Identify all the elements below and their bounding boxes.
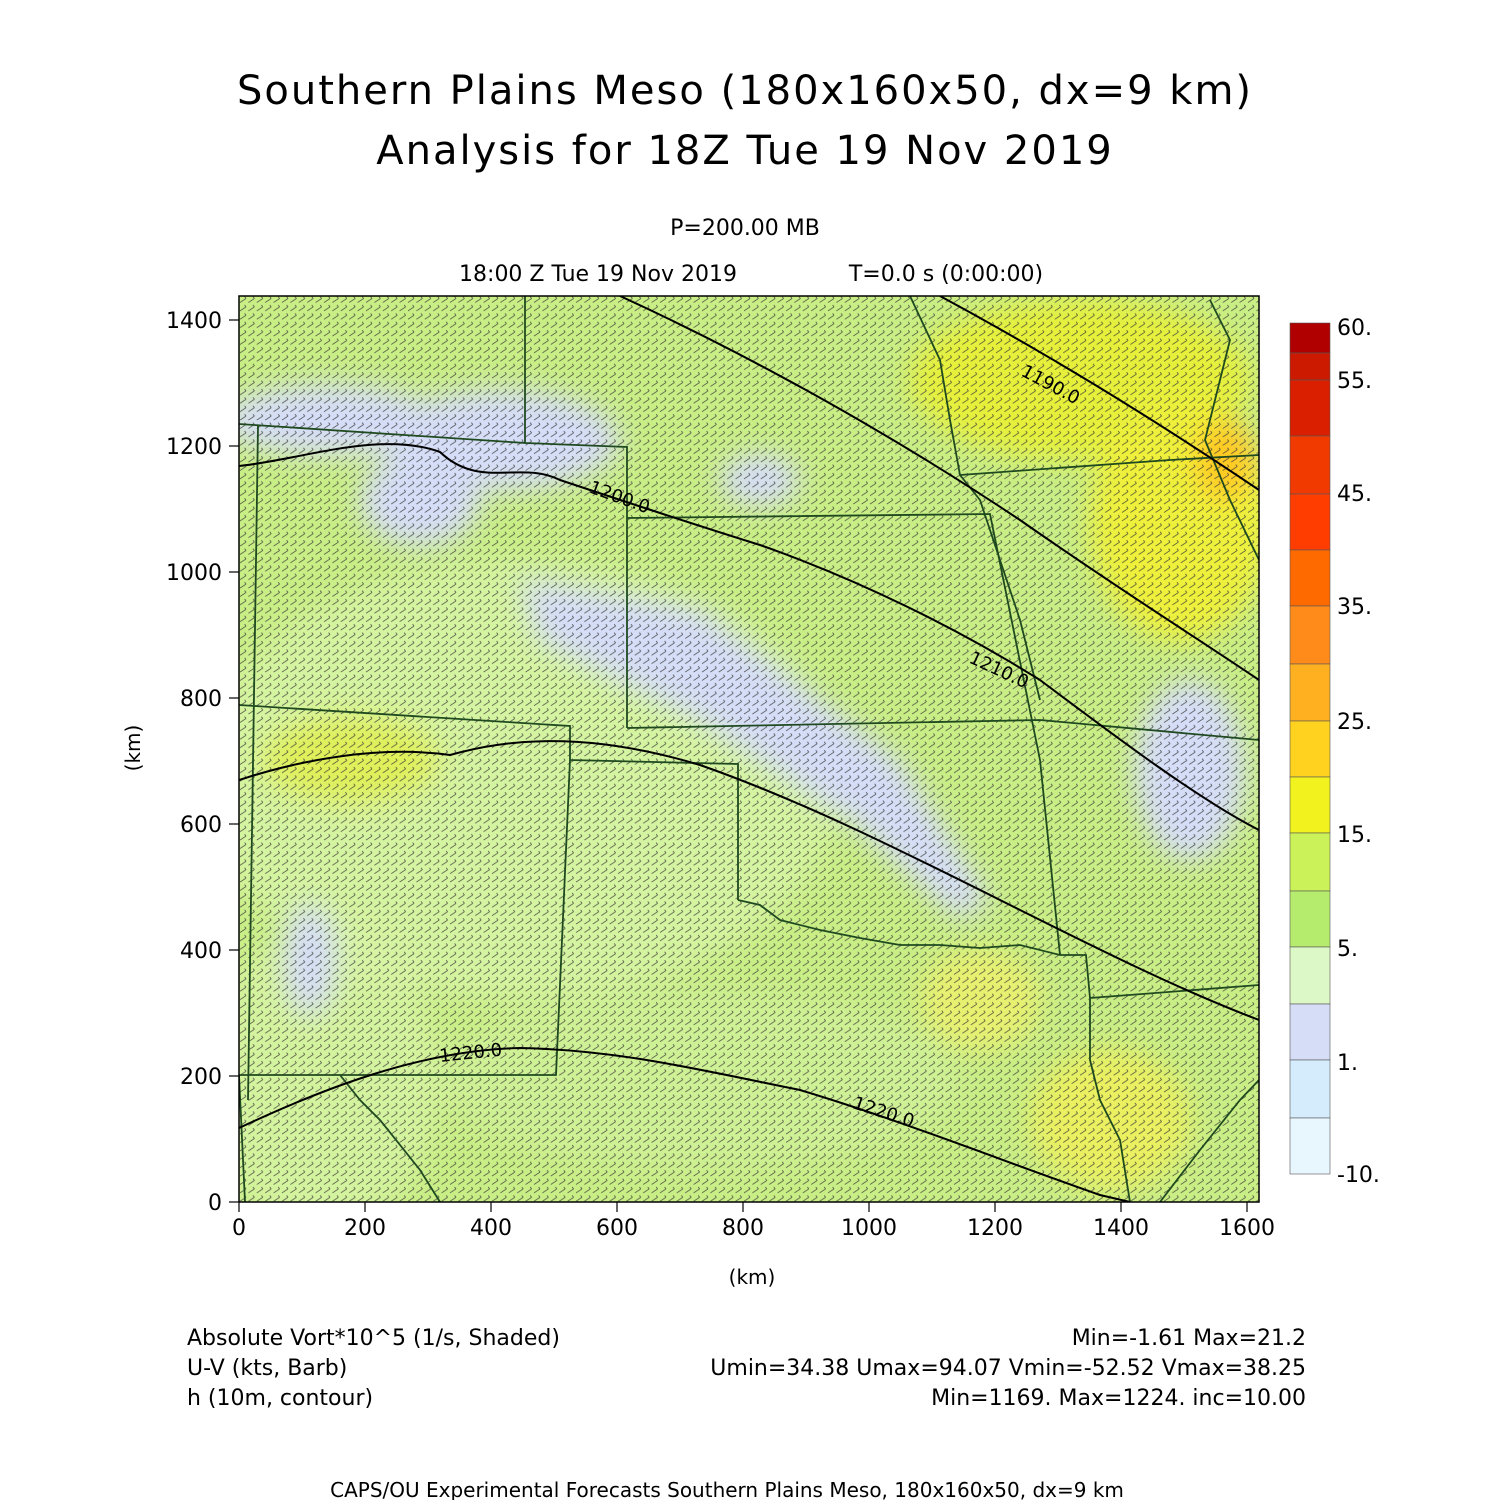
y-tick-label: 1200 (166, 435, 222, 460)
vorticity-stats: Min=-1.61 Max=21.2 (1072, 1326, 1306, 1351)
color-bar-label: 1. (1337, 1051, 1358, 1076)
y-tick-label: 1400 (166, 309, 222, 334)
footer-credit: CAPS/OU Experimental Forecasts Southern … (330, 1478, 1124, 1500)
title-line1: Southern Plains Meso (180x160x50, dx=9 k… (237, 68, 1253, 114)
state-borders (239, 296, 1259, 1202)
y-axis: 0 200 400 600 800 1000 1200 1400 (km) (121, 309, 239, 1216)
x-ticks (238, 1202, 1248, 1212)
color-bar: 60. 55. 45. 35. 25. 15. 5. 1. -10. (1289, 316, 1380, 1188)
pressure-level: P=200.00 MB (670, 216, 820, 241)
plot-frame (238, 295, 1260, 1203)
color-bar-label: 60. (1337, 316, 1372, 341)
height-contours (239, 296, 1259, 1202)
map-plot: 1190.0 1200.0 1210.0 1220.0 1220.0 (239, 296, 1259, 1202)
color-bar-label: 25. (1337, 710, 1372, 735)
x-tick-label: 0 (232, 1216, 246, 1241)
x-tick-label: 600 (596, 1216, 638, 1241)
y-tick-label: 1000 (166, 561, 222, 586)
valid-time: 18:00 Z Tue 19 Nov 2019 (459, 262, 737, 287)
title-line2: Analysis for 18Z Tue 19 Nov 2019 (376, 128, 1113, 174)
x-tick-label: 1000 (841, 1216, 897, 1241)
height-stats: Min=1169. Max=1224. inc=10.00 (931, 1386, 1306, 1411)
color-bar-segments (1289, 322, 1331, 1175)
height-label: h (10m, contour) (187, 1386, 373, 1411)
wind-label: U-V (kts, Barb) (187, 1356, 347, 1381)
color-bar-label: 5. (1337, 937, 1358, 962)
vorticity-label: Absolute Vort*10^5 (1/s, Shaded) (187, 1326, 560, 1351)
color-bar-label: -10. (1337, 1163, 1380, 1188)
x-tick-label: 400 (470, 1216, 512, 1241)
y-axis-label: (km) (121, 725, 145, 772)
x-tick-label: 1400 (1093, 1216, 1149, 1241)
elapsed-time: T=0.0 s (0:00:00) (848, 262, 1043, 287)
x-axis-label: (km) (729, 1265, 776, 1289)
field-legend: Absolute Vort*10^5 (1/s, Shaded) Min=-1.… (187, 1326, 1306, 1411)
color-bar-label: 35. (1337, 595, 1372, 620)
y-tick-label: 0 (208, 1191, 222, 1216)
y-tick-label: 400 (180, 939, 222, 964)
x-tick-label: 1200 (967, 1216, 1023, 1241)
x-tick-label: 1600 (1219, 1216, 1275, 1241)
wind-stats: Umin=34.38 Umax=94.07 Vmin=-52.52 Vmax=3… (710, 1356, 1306, 1381)
x-tick-label: 800 (722, 1216, 764, 1241)
color-bar-label: 55. (1337, 369, 1372, 394)
wind-barbs (239, 296, 1259, 1202)
y-tick-label: 600 (180, 813, 222, 838)
y-ticks (229, 319, 239, 1203)
x-axis: 0 200 400 600 800 1000 1200 1400 1600 (k… (232, 1202, 1275, 1289)
color-bar-label: 45. (1337, 482, 1372, 507)
y-tick-label: 800 (180, 687, 222, 712)
y-tick-label: 200 (180, 1065, 222, 1090)
x-tick-label: 200 (344, 1216, 386, 1241)
color-bar-label: 15. (1337, 823, 1372, 848)
